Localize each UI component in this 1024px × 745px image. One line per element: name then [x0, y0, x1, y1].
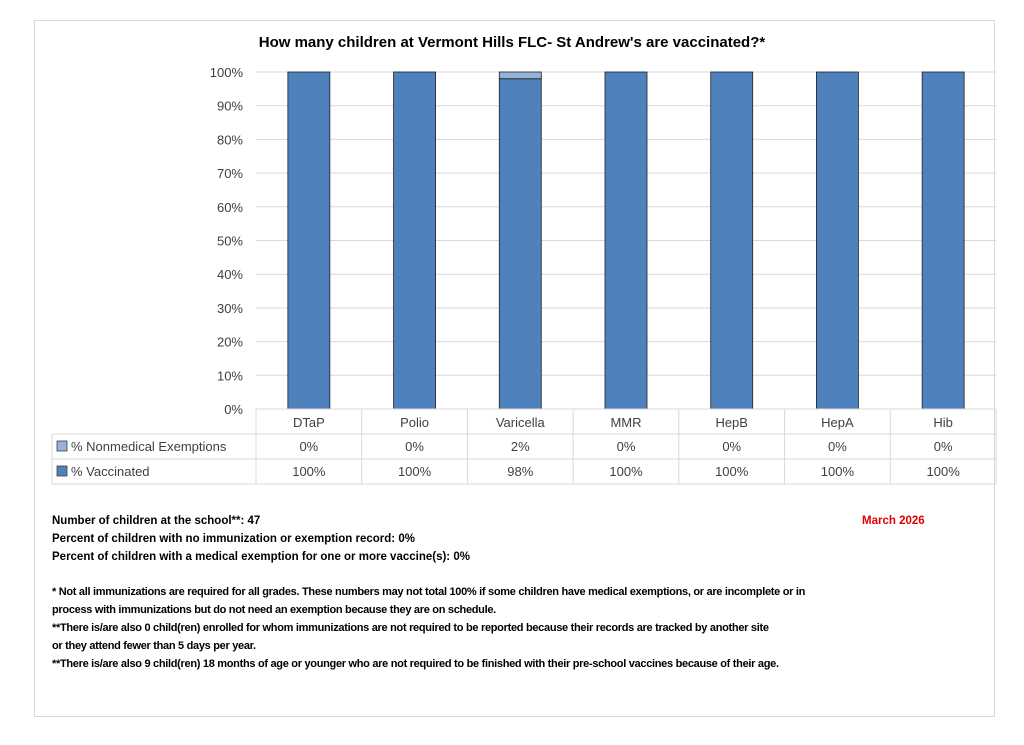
legend-label: % Vaccinated: [71, 464, 150, 479]
x-category-label: Hib: [933, 415, 953, 430]
bar-vaccinated: [604, 71, 648, 410]
data-label: 100%: [715, 464, 749, 479]
bar-vaccinated: [498, 78, 542, 410]
no-record-label: Percent of children with no immunization…: [52, 533, 399, 545]
footnote: **There is/are also 9 child(ren) 18 mont…: [52, 658, 779, 670]
x-category-label: DTaP: [293, 415, 325, 430]
data-label: 0%: [828, 439, 847, 454]
y-tick-label: 20%: [217, 335, 243, 350]
y-tick-label: 100%: [210, 65, 244, 80]
chart: 0% 10% 20% 30% 40% 50% 60% 70% 80% 90% 100% DTaP Pol…: [51, 65, 997, 485]
data-label: 100%: [398, 464, 432, 479]
medical-exemption-percent: Percent of children with a medical exemp…: [52, 551, 470, 563]
data-label: 100%: [292, 464, 326, 479]
x-category-label: HepA: [821, 415, 854, 430]
data-label: 100%: [821, 464, 855, 479]
footnote: process with immunizations but do not ne…: [52, 604, 496, 616]
bar-vaccinated: [816, 71, 859, 410]
data-label: 0%: [617, 439, 636, 454]
legend-key: [56, 440, 68, 452]
y-tick-label: 60%: [217, 200, 243, 215]
y-tick-label: 90%: [217, 99, 243, 114]
footnote: **There is/are also 0 child(ren) enrolle…: [52, 622, 769, 634]
y-tick-label: 70%: [217, 166, 243, 181]
bar-vaccinated: [393, 71, 436, 410]
y-tick-label: 80%: [217, 132, 243, 147]
y-tick-label: 30%: [217, 301, 243, 316]
children-count-value: 47: [247, 515, 261, 527]
data-label: 0%: [722, 439, 741, 454]
data-label: 0%: [405, 439, 424, 454]
data-label: 100%: [927, 464, 961, 479]
data-label: 100%: [609, 464, 643, 479]
y-tick-label: 0%: [224, 402, 243, 417]
no-record-percent: Percent of children with no immunization…: [52, 533, 415, 545]
children-count-label: Number of children at the school**:: [52, 515, 248, 527]
data-label: 0%: [934, 439, 953, 454]
children-count: Number of children at the school**: 47: [52, 515, 260, 527]
x-category-label: HepB: [715, 415, 748, 430]
x-category-label: Varicella: [496, 415, 546, 430]
data-label: 98%: [507, 464, 533, 479]
no-record-value: 0%: [398, 533, 415, 545]
bar-vaccinated: [287, 71, 331, 410]
data-label: 2%: [511, 439, 530, 454]
footnote: or they attend fewer than 5 days per yea…: [52, 640, 256, 652]
x-category-label: MMR: [610, 415, 641, 430]
legend-key: [56, 465, 68, 477]
bar-nonmedical: [498, 71, 542, 80]
data-label: 0%: [299, 439, 318, 454]
chart-title: How many children at Vermont Hills FLC- …: [258, 34, 766, 51]
x-category-label: Polio: [400, 415, 429, 430]
y-tick-label: 10%: [217, 368, 243, 383]
report-date: March 2026: [862, 515, 925, 527]
y-tick-label: 40%: [217, 267, 243, 282]
medical-exemption-label: Percent of children with a medical exemp…: [52, 551, 454, 563]
legend-label: % Nonmedical Exemptions: [71, 439, 227, 454]
chart-frame: [34, 20, 995, 717]
medical-exemption-value: 0%: [453, 551, 470, 563]
bar-vaccinated: [921, 71, 965, 410]
footnote: * Not all immunizations are required for…: [52, 586, 806, 598]
bar-vaccinated: [710, 71, 754, 410]
y-tick-label: 50%: [217, 234, 243, 249]
